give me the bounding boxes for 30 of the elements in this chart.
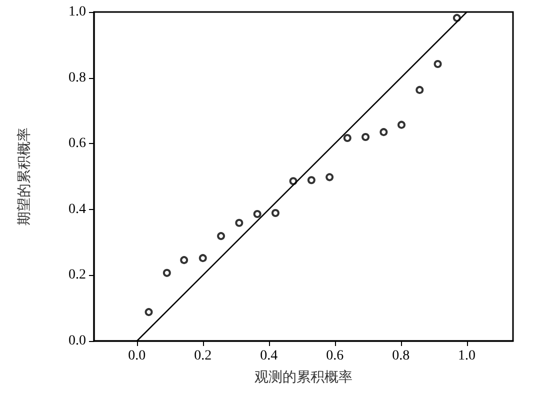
y-axis-title: 期望的累积概率 [16,128,32,226]
y-tick-label: 0.8 [68,70,86,86]
point [271,209,280,218]
point [343,134,352,142]
point [198,254,207,262]
point [397,120,406,129]
x-tick-label: 0.2 [194,348,212,364]
point [416,86,424,94]
x-tick-label: 0.8 [392,348,410,364]
point [326,173,334,182]
point [235,218,244,227]
point [180,256,188,264]
y-tick-label: 0.4 [68,202,86,217]
x-tick-label: 0.0 [128,348,146,364]
y-tick-label: 1.0 [68,4,86,20]
point [144,308,153,316]
x-tick-label: 0.6 [326,348,344,364]
x-tick-label: 1.0 [458,348,476,364]
y-tick-label: 0.2 [68,268,86,283]
point [253,210,262,218]
point [162,268,171,277]
y-tick-label: 0.6 [68,136,86,152]
point [362,133,370,142]
point [217,232,226,240]
point [380,128,388,136]
point [307,176,316,184]
x-axis-title: 观测的累积概率 [254,370,352,386]
x-tick-label: 0.4 [260,348,278,364]
point [434,60,442,68]
y-tick-label: 0.0 [68,334,86,348]
